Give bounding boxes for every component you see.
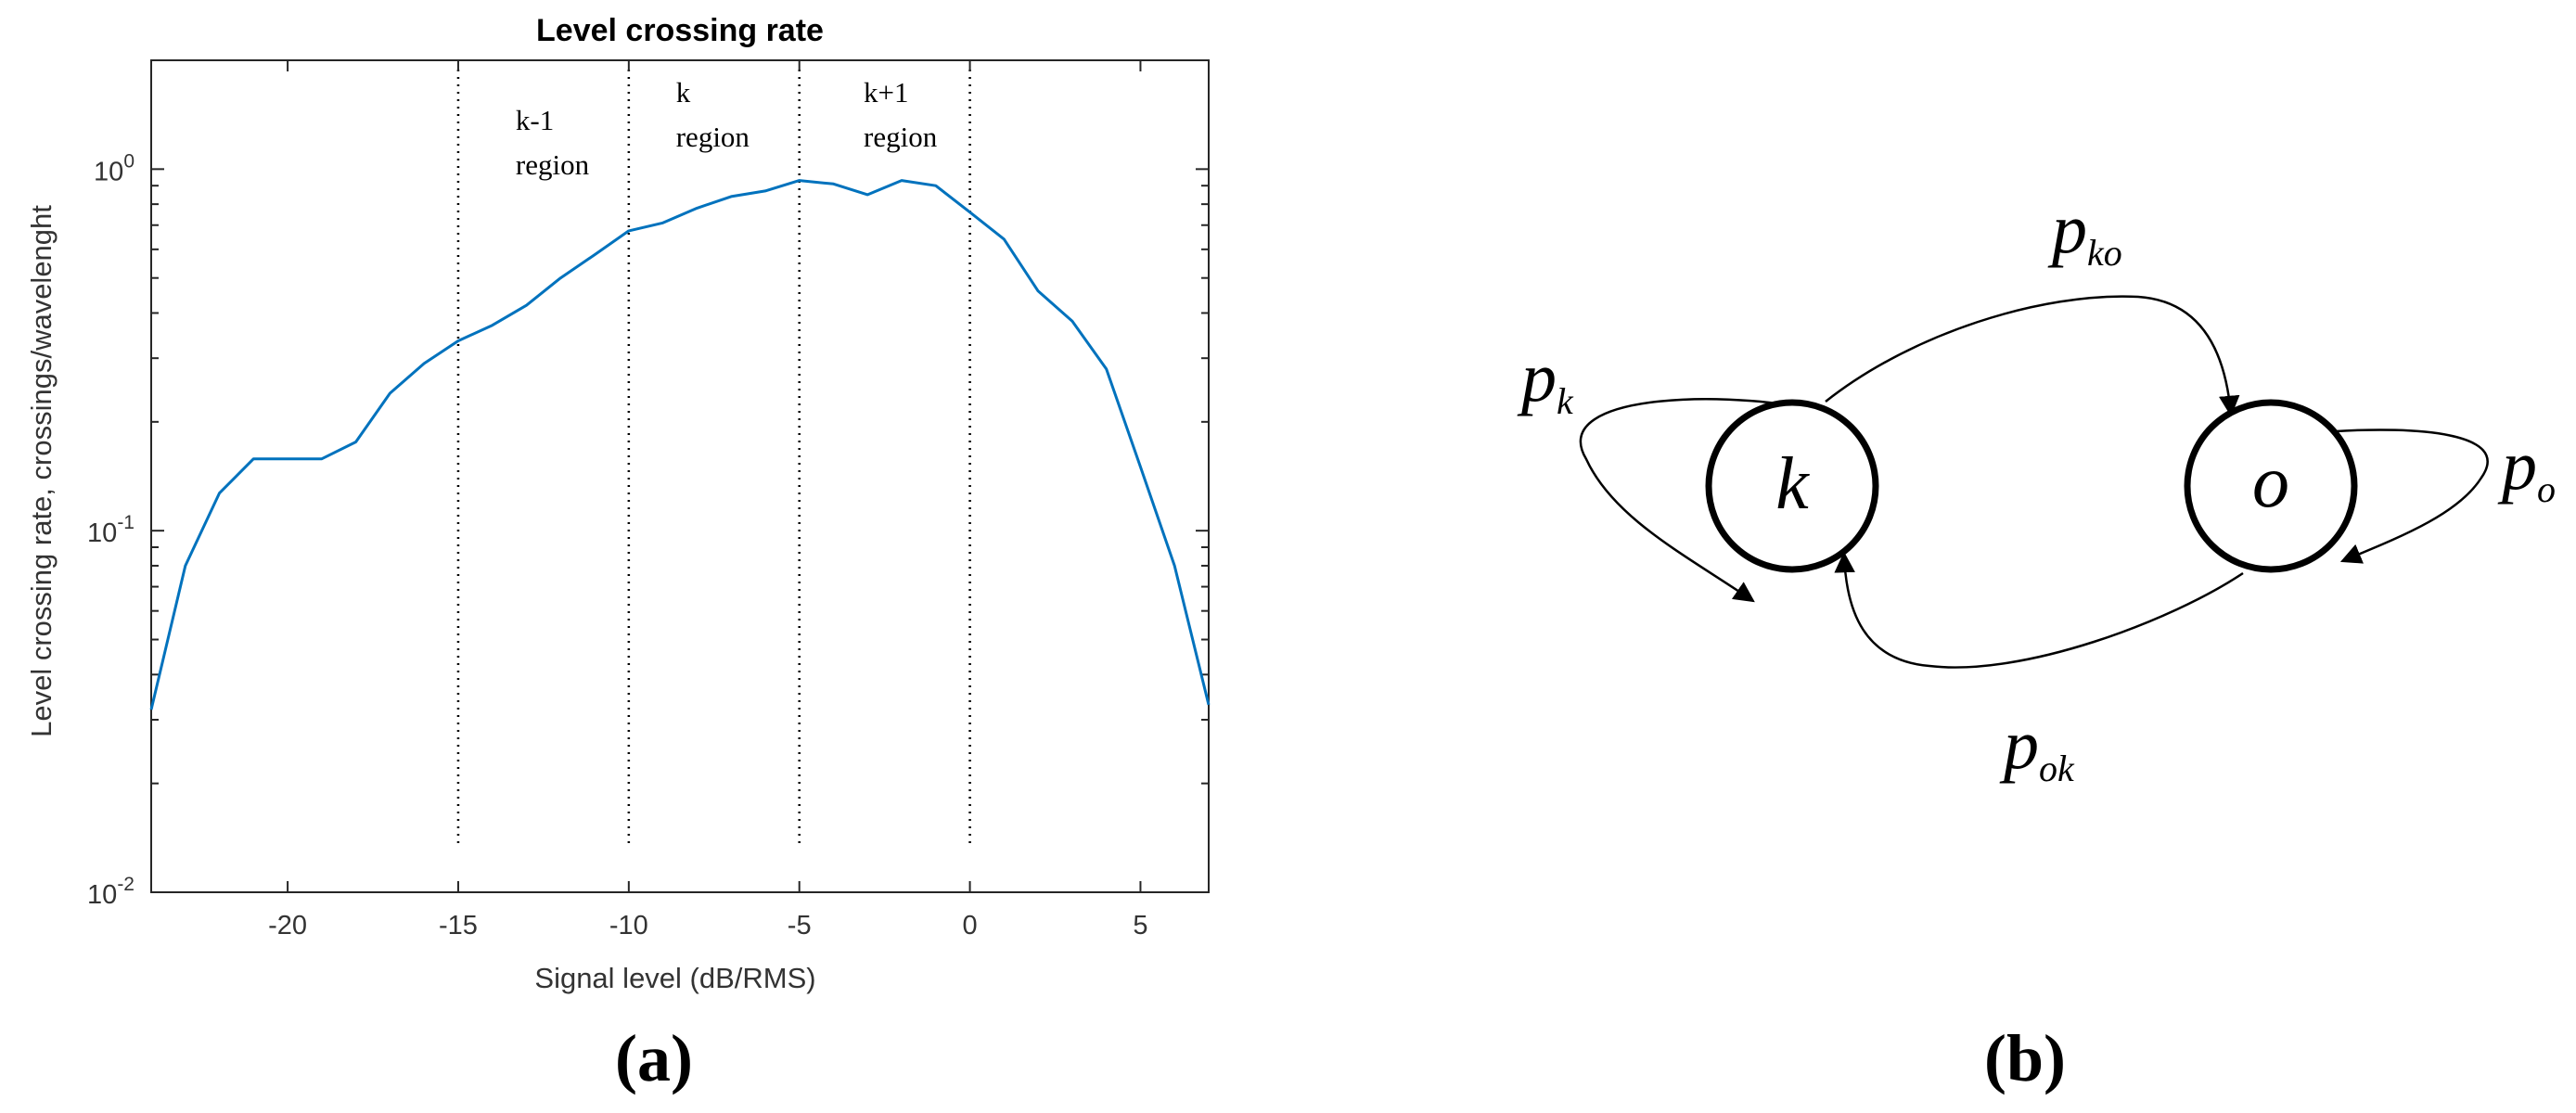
y-axis-label: Level crossing rate, crossings/wavelengh… xyxy=(25,205,58,737)
level-crossing-chart: Level crossing rate k-1 region k region k+1 r… xyxy=(25,13,1211,1095)
label-p-o: po xyxy=(2497,427,2556,510)
y-tick-label: 10-2 xyxy=(87,874,135,910)
region-label: k+1 xyxy=(864,76,908,109)
chart-title: Level crossing rate xyxy=(536,13,824,48)
series-line xyxy=(149,179,1211,710)
region-label: region xyxy=(516,148,590,181)
edge-o-to-k xyxy=(1834,551,2244,669)
y-tick-label: 100 xyxy=(94,150,135,186)
x-axis-ticks: -20 -15 -10 -5 0 5 xyxy=(268,60,1148,940)
node-k-label: k xyxy=(1775,443,1810,525)
x-tick-label: 0 xyxy=(963,911,978,940)
label-p-ok: pok xyxy=(1999,706,2075,789)
x-tick-label: 5 xyxy=(1133,911,1147,940)
x-tick-label: -15 xyxy=(439,911,478,940)
node-o: o xyxy=(2184,399,2358,573)
panel-b-label: (b) xyxy=(1984,1021,2066,1095)
edge-k-to-o xyxy=(1825,295,2240,417)
label-p-k: pk xyxy=(1517,339,1574,422)
state-transition-diagram: k o pk pko po pok (b) xyxy=(1517,190,2556,1095)
series-layer xyxy=(149,179,1211,710)
edge-k-to-k xyxy=(1579,398,1833,603)
node-k: k xyxy=(1705,399,1879,573)
y-tick-label: 10-1 xyxy=(87,512,135,548)
region-label: k xyxy=(676,76,691,109)
region-label: k-1 xyxy=(516,104,554,136)
label-p-ko: pko xyxy=(2047,190,2122,274)
x-tick-label: -20 xyxy=(268,911,307,940)
plot-frame xyxy=(150,59,1210,893)
region-label: region xyxy=(676,121,750,153)
x-tick-label: -10 xyxy=(609,911,648,940)
node-o-label: o xyxy=(2252,441,2289,523)
x-axis-label: Signal level (dB/RMS) xyxy=(534,962,815,994)
edge-o-to-o xyxy=(2335,429,2489,564)
panel-a-label: (a) xyxy=(615,1021,693,1095)
region-labels: k-1 region k region k+1 region xyxy=(516,76,938,181)
x-tick-label: -5 xyxy=(788,911,812,940)
region-label: region xyxy=(864,121,938,153)
y-axis-ticks: 10-2 10-1 100 xyxy=(87,59,1209,910)
